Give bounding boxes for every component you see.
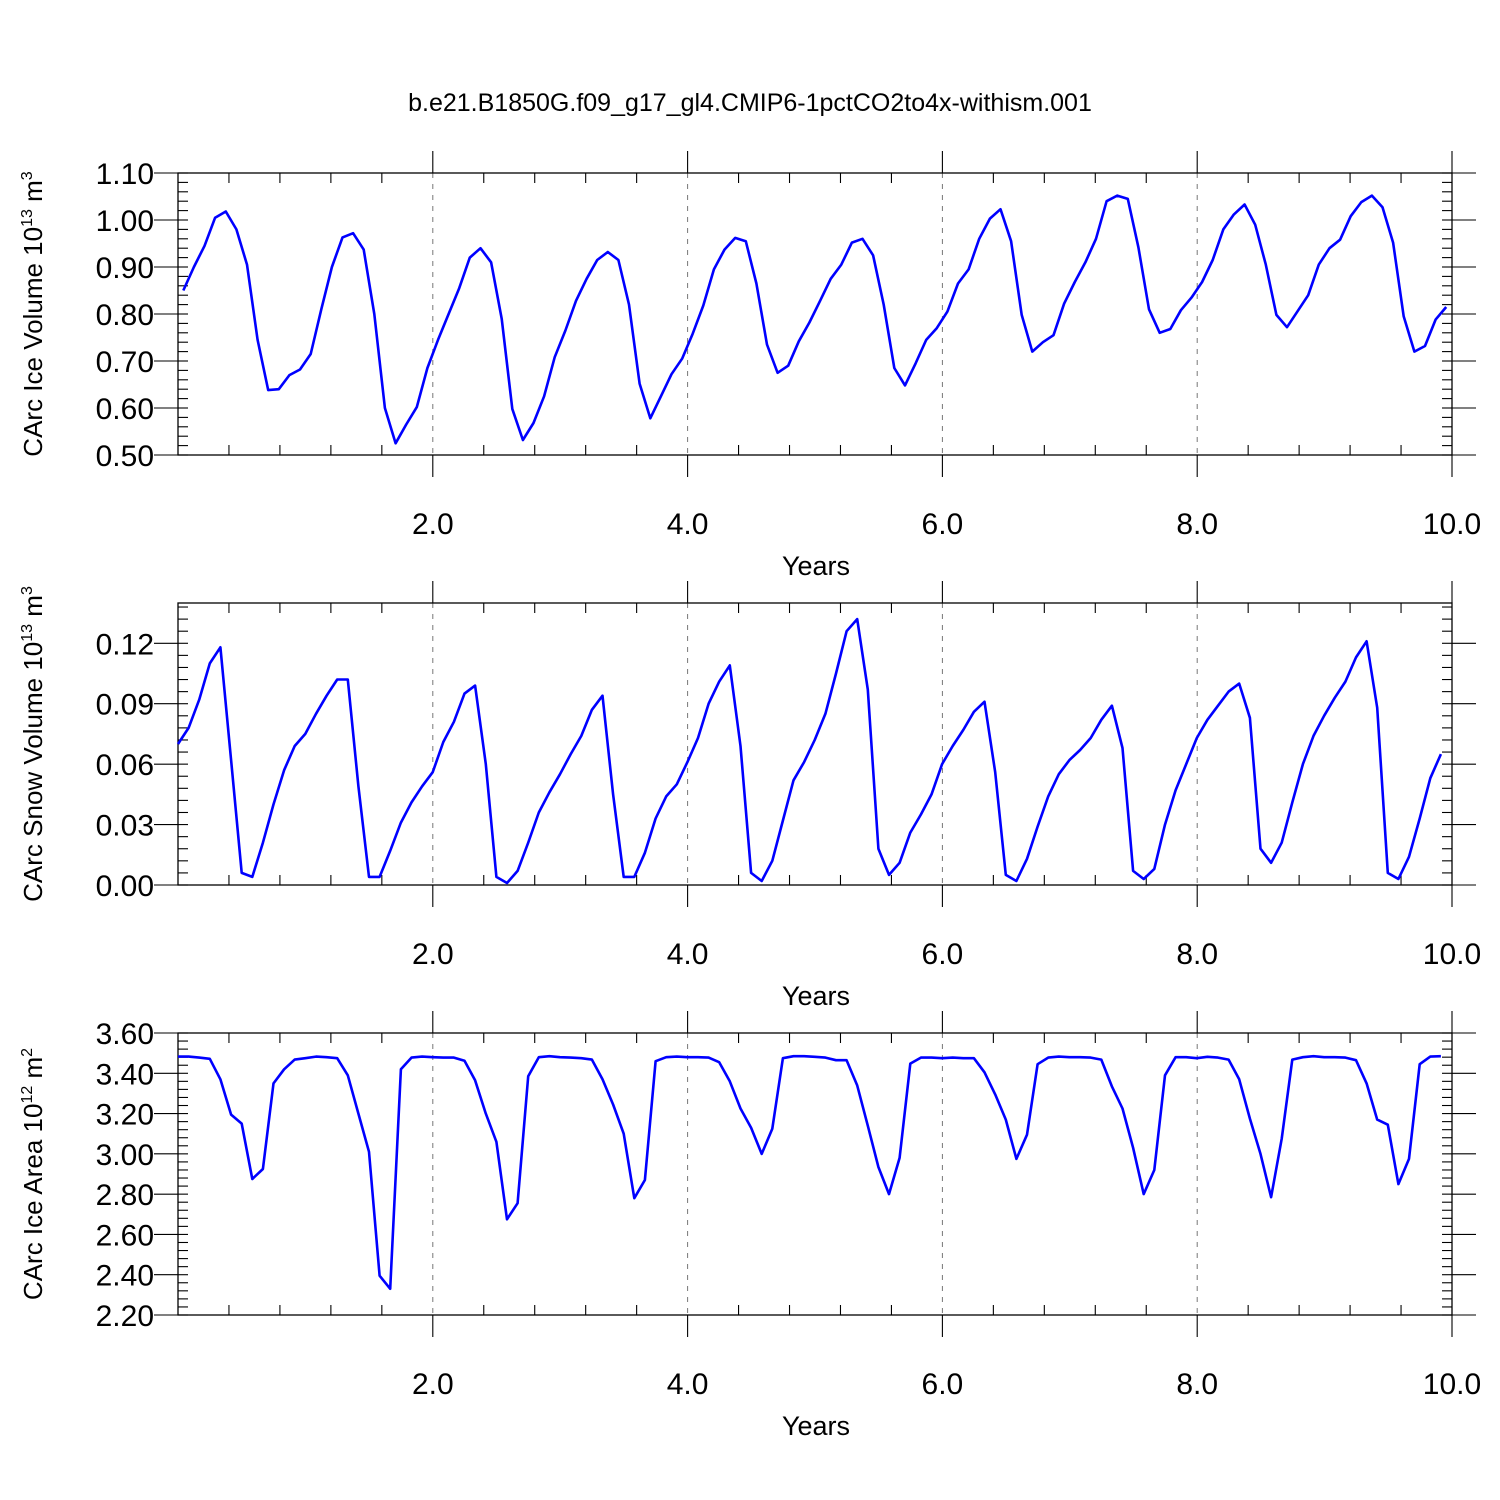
ice-area-panel: 2.0 4.0 6.0 8.0 10.0 2.20 2.40 2.60 2.80 3.00 3.20…: [18, 1011, 1481, 1441]
x-tick-label: 6.0: [922, 1368, 964, 1401]
y-tick-label: 3.40: [96, 1058, 154, 1091]
y-tick-label: 0.60: [96, 393, 154, 426]
figure-title: b.e21.B1850G.f09_g17_gl4.CMIP6-1pctCO2to…: [408, 89, 1092, 117]
y-axis-label: CArc Ice Volume 1013 m3: [18, 171, 48, 456]
x-axis-label: Years: [782, 551, 850, 581]
x-tick-label: 4.0: [667, 1368, 709, 1401]
y-tick-label: 0.90: [96, 252, 154, 285]
y-tick-label: 3.60: [96, 1018, 154, 1051]
x-tick-label: 4.0: [667, 508, 709, 541]
x-tick-label: 2.0: [412, 938, 454, 971]
x-tick-label: 8.0: [1176, 1368, 1218, 1401]
y-tick-label: 0.12: [96, 628, 154, 661]
y-axis-label: CArc Ice Area 1012 m2: [18, 1048, 48, 1300]
y-tick-label: 1.00: [96, 205, 154, 238]
x-tick-label: 10.0: [1423, 1368, 1481, 1401]
y-tick-label: 0.03: [96, 810, 154, 843]
y-tick-label: 3.20: [96, 1099, 154, 1132]
x-tick-label: 6.0: [922, 938, 964, 971]
x-tick-label: 6.0: [922, 508, 964, 541]
x-tick-label: 10.0: [1423, 508, 1481, 541]
x-axis-label: Years: [782, 981, 850, 1011]
x-tick-label: 8.0: [1176, 938, 1218, 971]
y-tick-label: 0.06: [96, 749, 154, 782]
y-axis-label: CArc Snow Volume 1013 m3: [18, 586, 48, 902]
x-tick-label: 4.0: [667, 938, 709, 971]
y-tick-label: 2.80: [96, 1179, 154, 1212]
x-tick-label: 2.0: [412, 1368, 454, 1401]
y-tick-label: 2.20: [96, 1300, 154, 1333]
ice-volume-panel: 2.0 4.0 6.0 8.0 10.0 0.50 0.60 0.70 0.80 0.90 1.00…: [18, 151, 1481, 581]
series-line: [178, 1054, 1441, 1291]
y-tick-label: 0.09: [96, 689, 154, 722]
y-tick-label: 0.70: [96, 346, 154, 379]
y-tick-label: 0.00: [96, 870, 154, 903]
x-tick-label: 8.0: [1176, 508, 1218, 541]
y-tick-label: 2.40: [96, 1260, 154, 1293]
y-tick-label: 0.50: [96, 440, 154, 473]
y-tick-label: 0.80: [96, 299, 154, 332]
x-tick-label: 2.0: [412, 508, 454, 541]
y-tick-label: 1.10: [96, 158, 154, 191]
y-tick-label: 2.60: [96, 1219, 154, 1252]
series-line: [176, 617, 1443, 885]
series-line: [182, 194, 1448, 445]
plot-frame: [177, 1032, 1453, 1316]
x-tick-label: 10.0: [1423, 938, 1481, 971]
x-axis-label: Years: [782, 1411, 850, 1441]
plot-frame: [177, 172, 1453, 456]
y-tick-label: 3.00: [96, 1139, 154, 1172]
snow-volume-panel: 2.0 4.0 6.0 8.0 10.0 0.00 0.03 0.06 0.09 0.12 Year…: [18, 581, 1481, 1011]
